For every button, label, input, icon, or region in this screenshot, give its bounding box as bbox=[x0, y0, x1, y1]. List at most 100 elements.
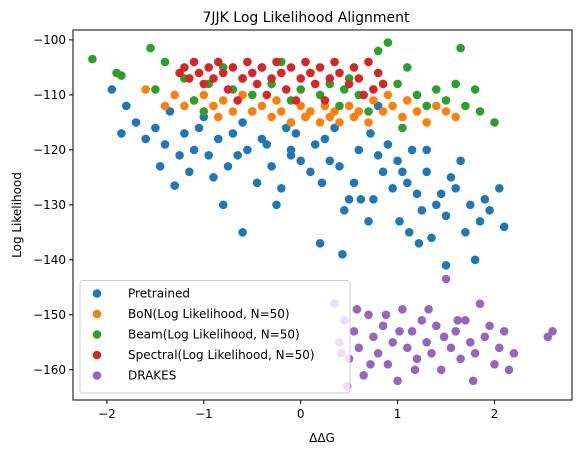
data-point-series-0-33 bbox=[291, 129, 301, 138]
data-point-series-3-15 bbox=[252, 79, 262, 89]
x-axis-title: ΔΔG bbox=[309, 431, 335, 445]
legend-label-1: BoN(Log Likelihood, N=50) bbox=[128, 307, 290, 321]
data-point-series-1-16 bbox=[286, 118, 296, 127]
data-point-series-3-14 bbox=[248, 68, 257, 78]
legend-marker-1 bbox=[92, 309, 102, 319]
data-point-series-3-17 bbox=[267, 74, 276, 83]
data-point-series-1-37 bbox=[432, 101, 441, 111]
data-point-series-3-28 bbox=[330, 57, 339, 67]
data-point-series-3-20 bbox=[281, 85, 291, 94]
data-point-series-0-8 bbox=[170, 181, 179, 190]
data-point-series-2-27 bbox=[403, 63, 412, 72]
data-point-series-0-60 bbox=[404, 228, 414, 237]
y-axis: −100 −110 −120 −130 −140 −150 −160 bbox=[33, 33, 73, 377]
data-point-series-3-32 bbox=[354, 74, 364, 83]
data-point-series-0-41 bbox=[325, 156, 335, 166]
data-point-series-1-38 bbox=[441, 107, 451, 116]
data-point-series-4-16 bbox=[407, 327, 417, 336]
data-point-series-3-1 bbox=[180, 63, 189, 72]
data-point-series-4-24 bbox=[446, 343, 456, 353]
data-point-series-0-58 bbox=[398, 167, 407, 177]
data-point-series-0-19 bbox=[223, 162, 233, 171]
data-point-series-3-23 bbox=[301, 57, 310, 67]
data-point-series-1-36 bbox=[422, 118, 432, 127]
data-point-series-4-39 bbox=[548, 327, 557, 336]
data-point-series-0-73 bbox=[461, 228, 470, 237]
data-point-series-4-27 bbox=[461, 316, 470, 325]
y-tick-label-2: −120 bbox=[33, 143, 66, 157]
data-point-series-0-59 bbox=[403, 178, 412, 188]
data-point-series-3-19 bbox=[277, 68, 286, 78]
data-point-series-3-25 bbox=[310, 79, 320, 89]
data-point-series-2-38 bbox=[112, 68, 121, 78]
data-point-series-3-6 bbox=[204, 63, 213, 72]
data-point-series-0-6 bbox=[160, 140, 170, 149]
data-point-series-1-14 bbox=[272, 96, 281, 105]
data-point-series-0-56 bbox=[393, 156, 402, 166]
data-point-series-0-69 bbox=[441, 211, 451, 221]
data-point-series-0-77 bbox=[480, 195, 490, 204]
data-point-series-4-19 bbox=[422, 338, 432, 347]
y-tick-label-6: −160 bbox=[33, 363, 66, 377]
data-point-series-4-7 bbox=[364, 310, 373, 320]
data-point-series-3-16 bbox=[257, 63, 267, 72]
y-tick-label-0: −100 bbox=[33, 33, 66, 47]
data-point-series-0-30 bbox=[277, 184, 286, 193]
y-tick-label-5: −150 bbox=[33, 308, 66, 322]
data-point-series-4-20 bbox=[427, 349, 436, 358]
data-point-series-0-1 bbox=[122, 101, 131, 111]
data-point-series-3-37 bbox=[233, 96, 242, 105]
plot-area bbox=[88, 38, 557, 391]
data-point-series-4-49 bbox=[468, 376, 478, 386]
data-point-series-0-43 bbox=[335, 162, 344, 171]
data-point-series-2-11 bbox=[248, 90, 257, 100]
data-point-series-0-44 bbox=[340, 206, 349, 215]
data-point-series-2-25 bbox=[383, 38, 393, 47]
data-point-series-4-14 bbox=[398, 305, 407, 314]
data-point-series-2-20 bbox=[335, 101, 344, 111]
data-point-series-0-53 bbox=[378, 167, 388, 177]
data-point-series-3-27 bbox=[325, 74, 335, 83]
data-point-series-3-9 bbox=[218, 68, 228, 78]
data-point-series-0-22 bbox=[238, 118, 247, 127]
data-point-series-1-20 bbox=[315, 118, 325, 127]
data-point-series-3-34 bbox=[369, 85, 378, 94]
data-point-series-2-36 bbox=[475, 107, 485, 116]
data-point-series-4-13 bbox=[393, 376, 402, 386]
data-point-series-4-48 bbox=[453, 316, 463, 325]
data-point-series-0-36 bbox=[306, 167, 315, 177]
x-axis: −2 −1 0 1 2 bbox=[98, 400, 498, 421]
x-tick-label-3: 1 bbox=[394, 407, 402, 421]
data-point-series-1-18 bbox=[301, 112, 310, 122]
data-point-series-0-87 bbox=[441, 261, 451, 270]
x-tick-label-0: −2 bbox=[98, 407, 116, 421]
data-point-series-0-80 bbox=[499, 222, 509, 232]
data-point-series-0-52 bbox=[373, 151, 383, 160]
data-point-series-3-31 bbox=[349, 63, 359, 72]
data-point-series-1-8 bbox=[218, 96, 228, 105]
data-point-series-2-2 bbox=[146, 43, 155, 53]
x-tick-label-2: 0 bbox=[297, 407, 305, 421]
data-point-series-0-65 bbox=[422, 167, 432, 177]
data-point-series-1-0 bbox=[141, 85, 150, 94]
data-point-series-4-21 bbox=[432, 321, 441, 331]
data-point-series-0-83 bbox=[107, 85, 117, 94]
data-point-series-4-31 bbox=[480, 332, 490, 342]
y-tick-label-3: −130 bbox=[33, 198, 66, 212]
data-point-series-0-79 bbox=[495, 184, 504, 193]
data-point-series-0-4 bbox=[151, 123, 160, 133]
data-point-series-4-33 bbox=[490, 360, 499, 369]
data-point-series-4-43 bbox=[381, 310, 391, 320]
data-point-series-3-10 bbox=[223, 85, 233, 94]
data-point-series-0-40 bbox=[320, 134, 330, 144]
data-point-series-0-7 bbox=[165, 107, 175, 116]
y-tick-label-1: −110 bbox=[33, 88, 66, 102]
data-point-series-3-36 bbox=[378, 79, 388, 89]
data-point-series-0-0 bbox=[117, 129, 126, 138]
data-point-series-0-16 bbox=[209, 173, 218, 182]
data-point-series-0-29 bbox=[272, 200, 281, 210]
data-point-series-0-20 bbox=[228, 129, 238, 138]
legend-marker-3 bbox=[92, 350, 102, 360]
data-point-series-0-9 bbox=[175, 151, 184, 160]
data-point-series-1-34 bbox=[403, 96, 412, 105]
